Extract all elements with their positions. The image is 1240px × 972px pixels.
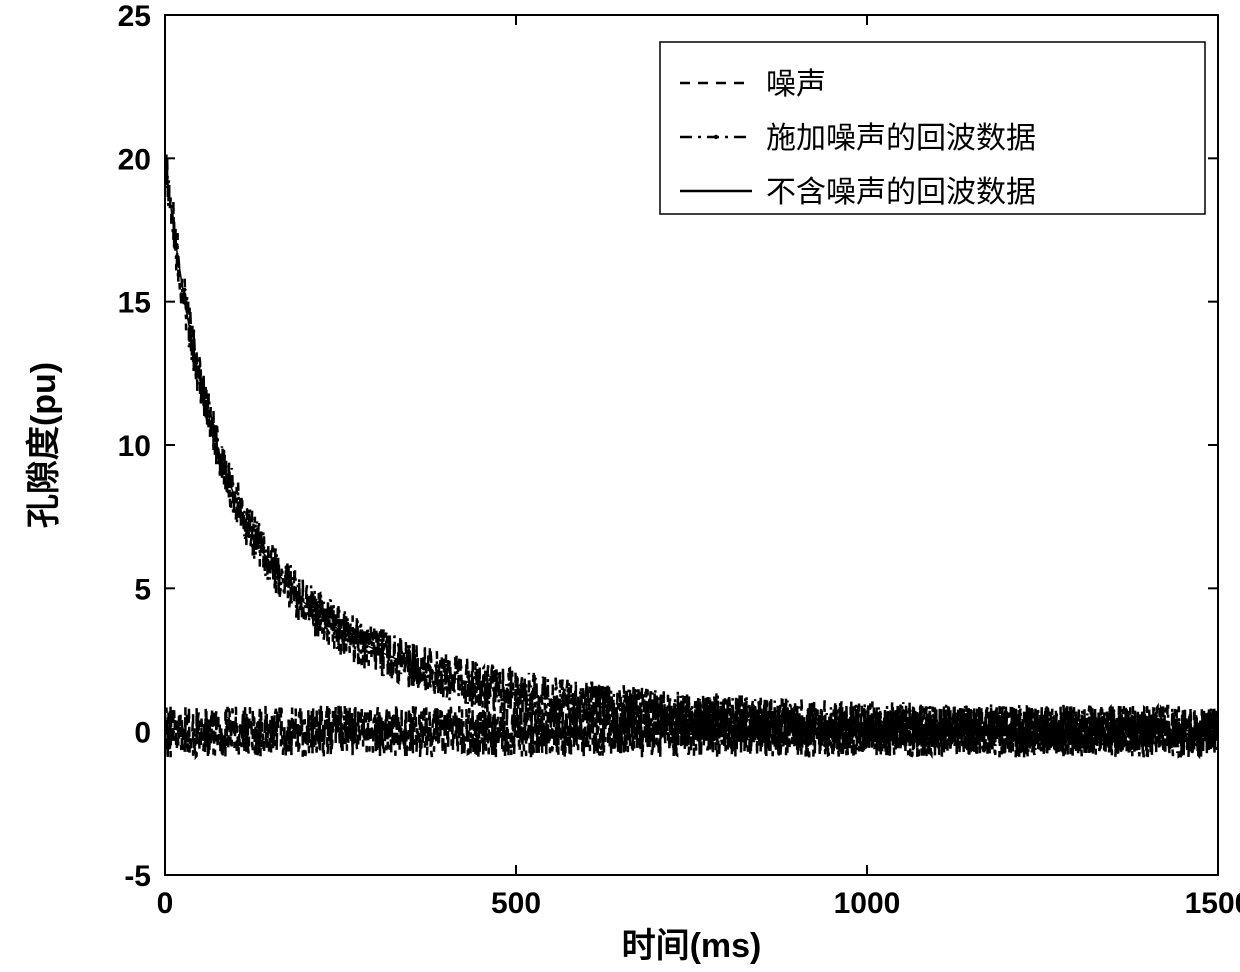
y-tick-label: 10 <box>118 430 151 463</box>
y-tick-label: 20 <box>118 143 151 176</box>
y-tick-label: 0 <box>134 717 151 750</box>
x-tick-label: 1500 <box>1185 887 1240 920</box>
legend-label-echo_clean: 不含噪声的回波数据 <box>766 176 1036 209</box>
y-tick-label: 15 <box>118 287 151 320</box>
chart-container: 050010001500-50510152025时间(ms)孔隙度(pu)噪声施… <box>0 0 1240 972</box>
y-tick-label: 25 <box>118 0 151 33</box>
x-tick-label: 0 <box>157 887 174 920</box>
legend-label-echo_with_noise: 施加噪声的回波数据 <box>766 122 1036 155</box>
x-axis-label: 时间(ms) <box>622 927 762 965</box>
y-tick-label: 5 <box>134 573 151 606</box>
y-axis-label: 孔隙度(pu) <box>25 362 63 528</box>
chart-svg: 050010001500-50510152025时间(ms)孔隙度(pu)噪声施… <box>0 0 1240 972</box>
y-tick-label: -5 <box>124 860 151 893</box>
x-tick-label: 1000 <box>834 887 901 920</box>
x-tick-label: 500 <box>491 887 541 920</box>
legend-label-noise: 噪声 <box>766 68 826 101</box>
